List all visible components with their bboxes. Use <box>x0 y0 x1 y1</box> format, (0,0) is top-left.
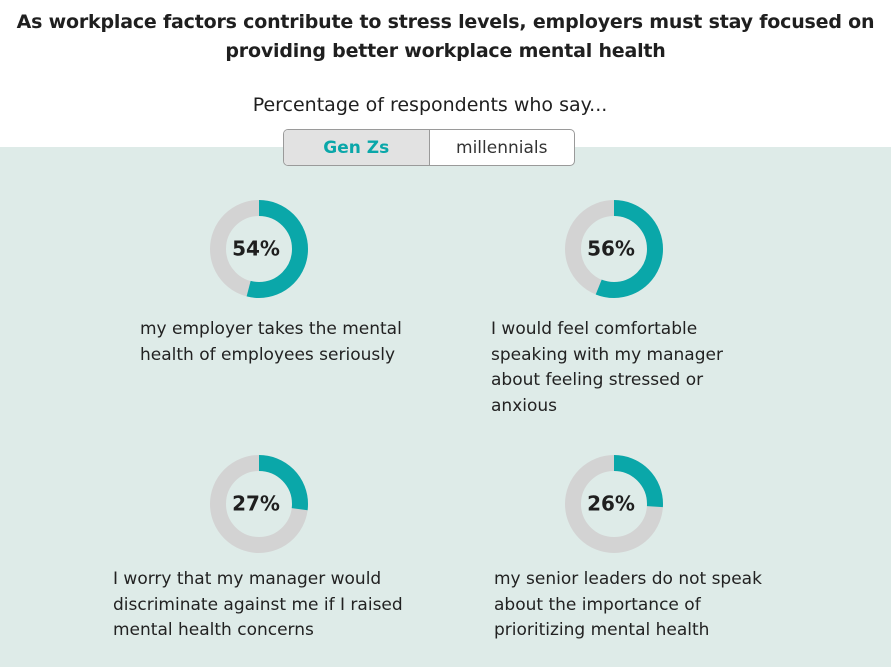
donut-arc-4 <box>565 455 663 553</box>
donut-label-1: my employer takes the mental health of e… <box>140 319 402 365</box>
chart-panel <box>0 147 891 667</box>
donut-label-2: I would feel comfortable speaking with m… <box>491 319 723 416</box>
donut-value-3: 27% <box>232 492 280 516</box>
donut-4: 26% <box>565 455 663 553</box>
donut-arc-2 <box>565 200 663 298</box>
toggle-option-millennials[interactable]: millennials <box>456 137 548 158</box>
donut-value-1: 54% <box>232 237 280 261</box>
donut-label-4: my senior leaders do not speak about the… <box>494 569 762 640</box>
donut-arc-3 <box>210 455 308 553</box>
donut-value-4: 26% <box>587 492 635 516</box>
generation-toggle[interactable]: Gen Zs millennials <box>283 129 575 166</box>
donut-value-2: 56% <box>587 237 635 261</box>
toggle-option-gen-z[interactable]: Gen Zs <box>284 130 430 165</box>
donut-3: 27% <box>210 455 308 553</box>
donut-1: 54% <box>210 200 308 298</box>
chart-subtitle: Percentage of respondents who say... <box>252 94 608 116</box>
donut-label-3: I worry that my manager would discrimina… <box>113 569 403 640</box>
donut-2: 56% <box>565 200 663 298</box>
donut-arc-1 <box>210 200 308 298</box>
chart-title: As workplace factors contribute to stres… <box>16 11 875 62</box>
